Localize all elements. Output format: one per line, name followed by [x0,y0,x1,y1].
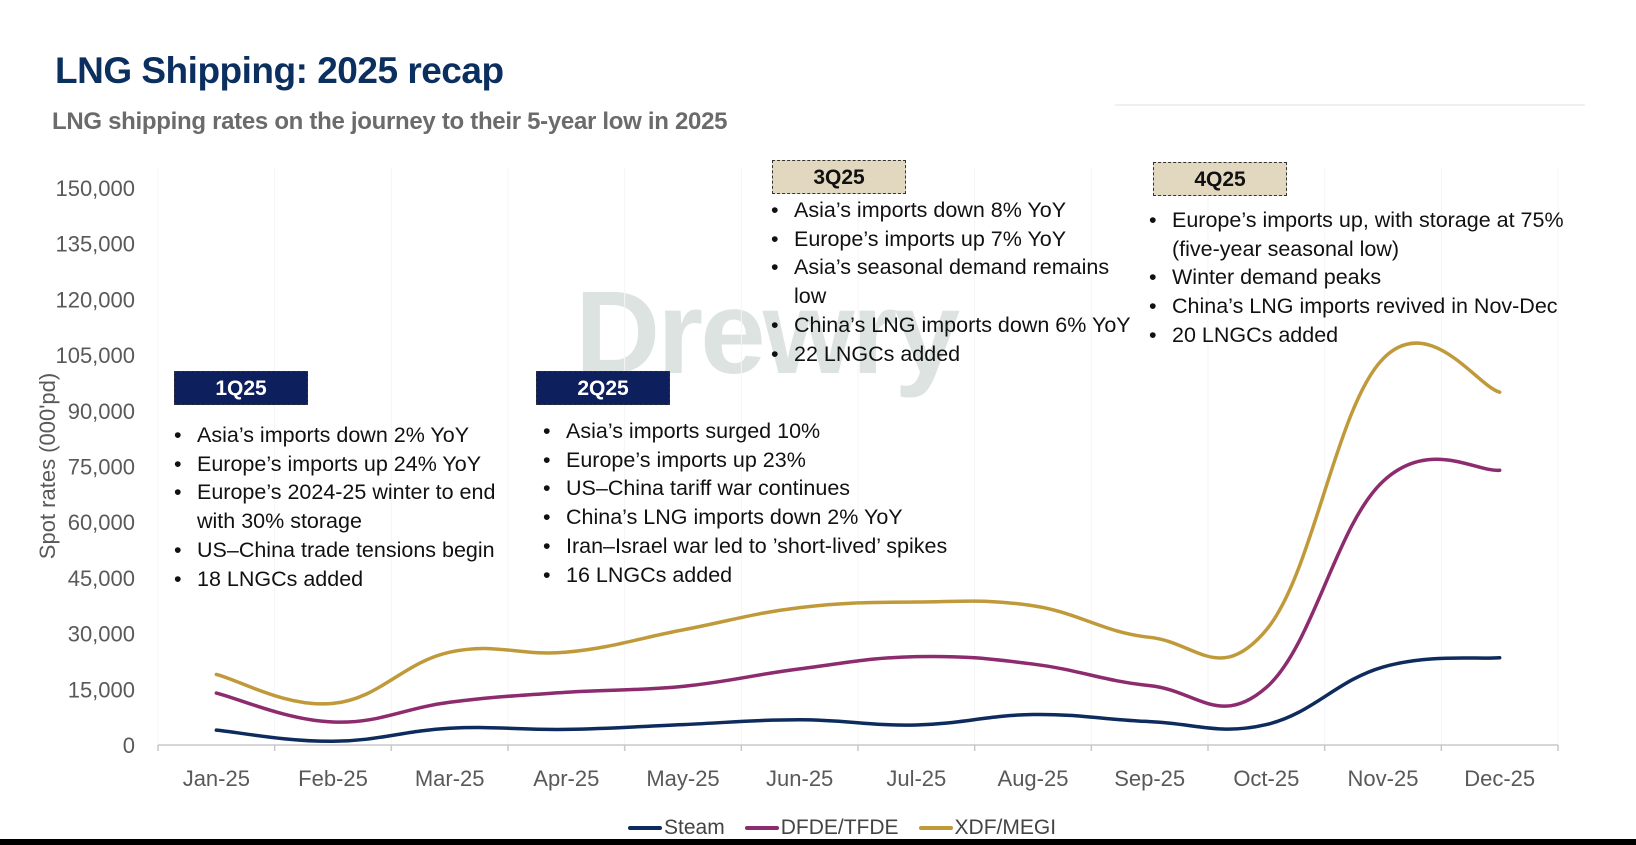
bullet: China’s LNG imports revived in Nov-Dec [1149,292,1569,321]
y-tick-label: 60,000 [68,510,135,535]
x-tick-label: May-25 [646,766,719,791]
series-line-xdf-megi [214,341,1502,706]
x-tick-label: Jan-25 [183,766,250,791]
bullet: Europe’s 2024-25 winter to end with 30% … [174,478,514,535]
x-tick-label: Feb-25 [298,766,368,791]
x-tick-label: Jun-25 [766,766,833,791]
annotation-2q25: Asia’s imports surged 10% Europe’s impor… [543,417,983,589]
legend-label: DFDE/TFDE [780,816,899,839]
x-tick-label: Sep-25 [1114,766,1185,791]
x-tick-label: Nov-25 [1348,766,1419,791]
y-tick-label: 15,000 [68,677,135,702]
x-tick-label: Jul-25 [886,766,946,791]
legend-item-dfde: DFDE/TFDE [744,816,899,840]
annotation-4q25: Europe’s imports up, with storage at 75%… [1149,206,1569,350]
bullet: 20 LNGCs added [1149,321,1569,350]
legend-swatch [628,826,662,830]
bullet: Winter demand peaks [1149,263,1569,292]
y-tick-label: 150,000 [55,176,135,201]
x-tick-label: Dec-25 [1464,766,1535,791]
legend-swatch [918,826,953,830]
badge-4q25: 4Q25 [1153,162,1287,196]
y-tick-label: 30,000 [68,622,135,647]
y-tick-label: 90,000 [68,399,135,424]
y-tick-label: 135,000 [55,232,135,257]
legend-label: Steam [664,816,725,839]
y-axis-label: Spot rates (000'pd) [35,373,60,559]
x-tick-label: Aug-25 [998,766,1069,791]
bullet: Europe’s imports up 23% [543,446,983,475]
bullet: Asia’s imports surged 10% [543,417,983,446]
bullet: 18 LNGCs added [174,565,514,594]
legend-item-xdf: XDF/MEGI [918,816,1057,840]
series-line-steam [214,655,1502,744]
y-tick-label: 45,000 [68,566,135,591]
bottom-bar [0,839,1636,845]
x-tick-label: Apr-25 [533,766,599,791]
legend-item-steam: Steam [628,816,725,840]
bullet: Asia’s imports down 8% YoY [771,196,1141,225]
badge-1q25: 1Q25 [174,371,308,405]
bullet: 22 LNGCs added [771,340,1141,369]
bullet: Asia’s imports down 2% YoY [174,421,514,450]
page-title: LNG Shipping: 2025 recap [55,50,504,91]
badge-2q25: 2Q25 [536,371,670,405]
bullet: US–China trade tensions begin [174,536,514,565]
series-line-dfde-tfde [214,457,1502,724]
bullet: Europe’s imports up, with storage at 75%… [1149,206,1569,263]
bullet: US–China tariff war continues [543,474,983,503]
chart-subtitle: LNG shipping rates on the journey to the… [52,108,728,135]
x-tick-label: Oct-25 [1233,766,1299,791]
y-tick-label: 105,000 [55,343,135,368]
divider [1115,104,1585,106]
x-tick-label: Mar-25 [415,766,485,791]
chart-legend: Steam DFDE/TFDE XDF/MEGI [628,816,1056,840]
bullet: China’s LNG imports down 2% YoY [543,503,983,532]
legend-swatch [744,826,779,830]
bullet: Iran–Israel war led to ’short-lived’ spi… [543,532,983,561]
legend-label: XDF/MEGI [954,816,1057,839]
annotation-3q25: Asia’s imports down 8% YoY Europe’s impo… [771,196,1141,368]
y-tick-label: 120,000 [55,287,135,312]
badge-3q25: 3Q25 [772,160,906,194]
bullet: 16 LNGCs added [543,561,983,590]
bullet: Europe’s imports up 24% YoY [174,450,514,479]
annotation-1q25: Asia’s imports down 2% YoY Europe’s impo… [174,421,514,593]
bullet: China’s LNG imports down 6% YoY [771,311,1141,340]
bullet: Europe’s imports up 7% YoY [771,225,1141,254]
y-tick-label: 75,000 [68,455,135,480]
bullet: Asia’s seasonal demand remains low [771,253,1141,310]
y-tick-label: 0 [123,733,135,758]
